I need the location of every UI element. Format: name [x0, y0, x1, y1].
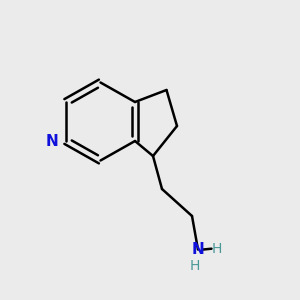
Text: N: N [46, 134, 59, 148]
Text: H: H [190, 259, 200, 273]
Text: H: H [212, 242, 222, 256]
Text: N: N [192, 242, 204, 257]
